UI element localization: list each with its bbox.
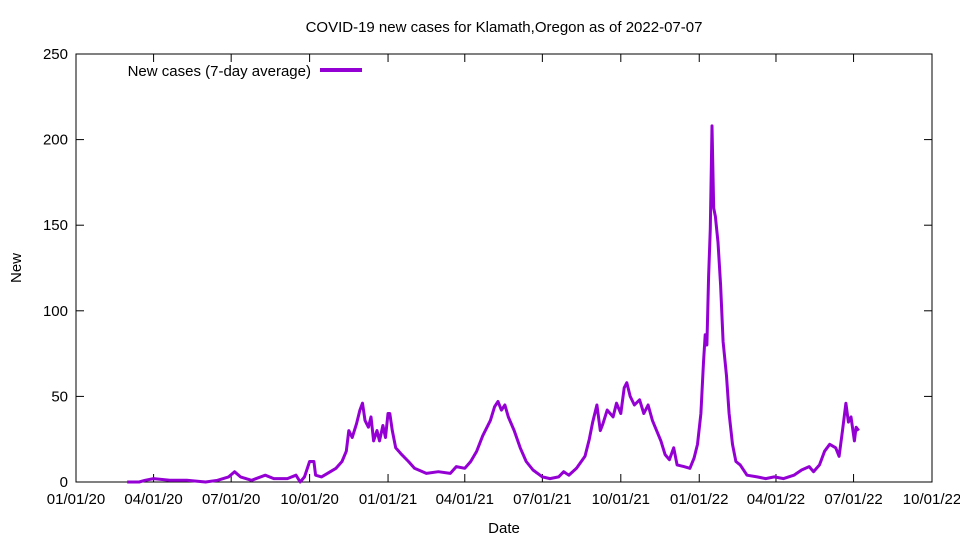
x-tick-label: 01/01/20 (47, 491, 105, 508)
x-tick-label: 01/01/21 (359, 491, 417, 508)
y-tick-label: 200 (43, 132, 68, 149)
legend-label: New cases (7-day average) (128, 63, 311, 80)
x-axis-title: Date (488, 520, 520, 537)
x-tick-label: 07/01/20 (202, 491, 260, 508)
y-tick-label: 0 (60, 474, 68, 491)
series-layer (127, 124, 860, 484)
x-tick-label: 04/01/21 (436, 491, 494, 508)
x-tick-label: 07/01/21 (513, 491, 571, 508)
y-axis-ticks: 0 50 100 150 200 250 (43, 46, 932, 491)
y-tick-label: 50 (51, 388, 68, 405)
y-tick-label: 150 (43, 217, 68, 234)
x-tick-label: 10/01/21 (592, 491, 650, 508)
x-tick-label: 10/01/22 (903, 491, 960, 508)
x-tick-label: 01/01/22 (670, 491, 728, 508)
x-tick-label: 04/01/22 (747, 491, 805, 508)
x-axis-ticks: 01/01/20 04/01/20 07/01/20 10/01/20 01/01/21… (47, 54, 960, 508)
x-tick-label: 10/01/20 (280, 491, 338, 508)
plot-area-frame (75, 53, 933, 483)
x-tick-label: 07/01/22 (824, 491, 882, 508)
y-axis-title: New (8, 253, 25, 283)
x-tick-label: 04/01/20 (124, 491, 182, 508)
legend: New cases (7-day average) (128, 63, 362, 80)
chart-title: COVID-19 new cases for Klamath,Oregon as… (306, 19, 703, 36)
series-line (127, 124, 860, 484)
y-tick-label: 100 (43, 303, 68, 320)
y-tick-label: 250 (43, 46, 68, 63)
